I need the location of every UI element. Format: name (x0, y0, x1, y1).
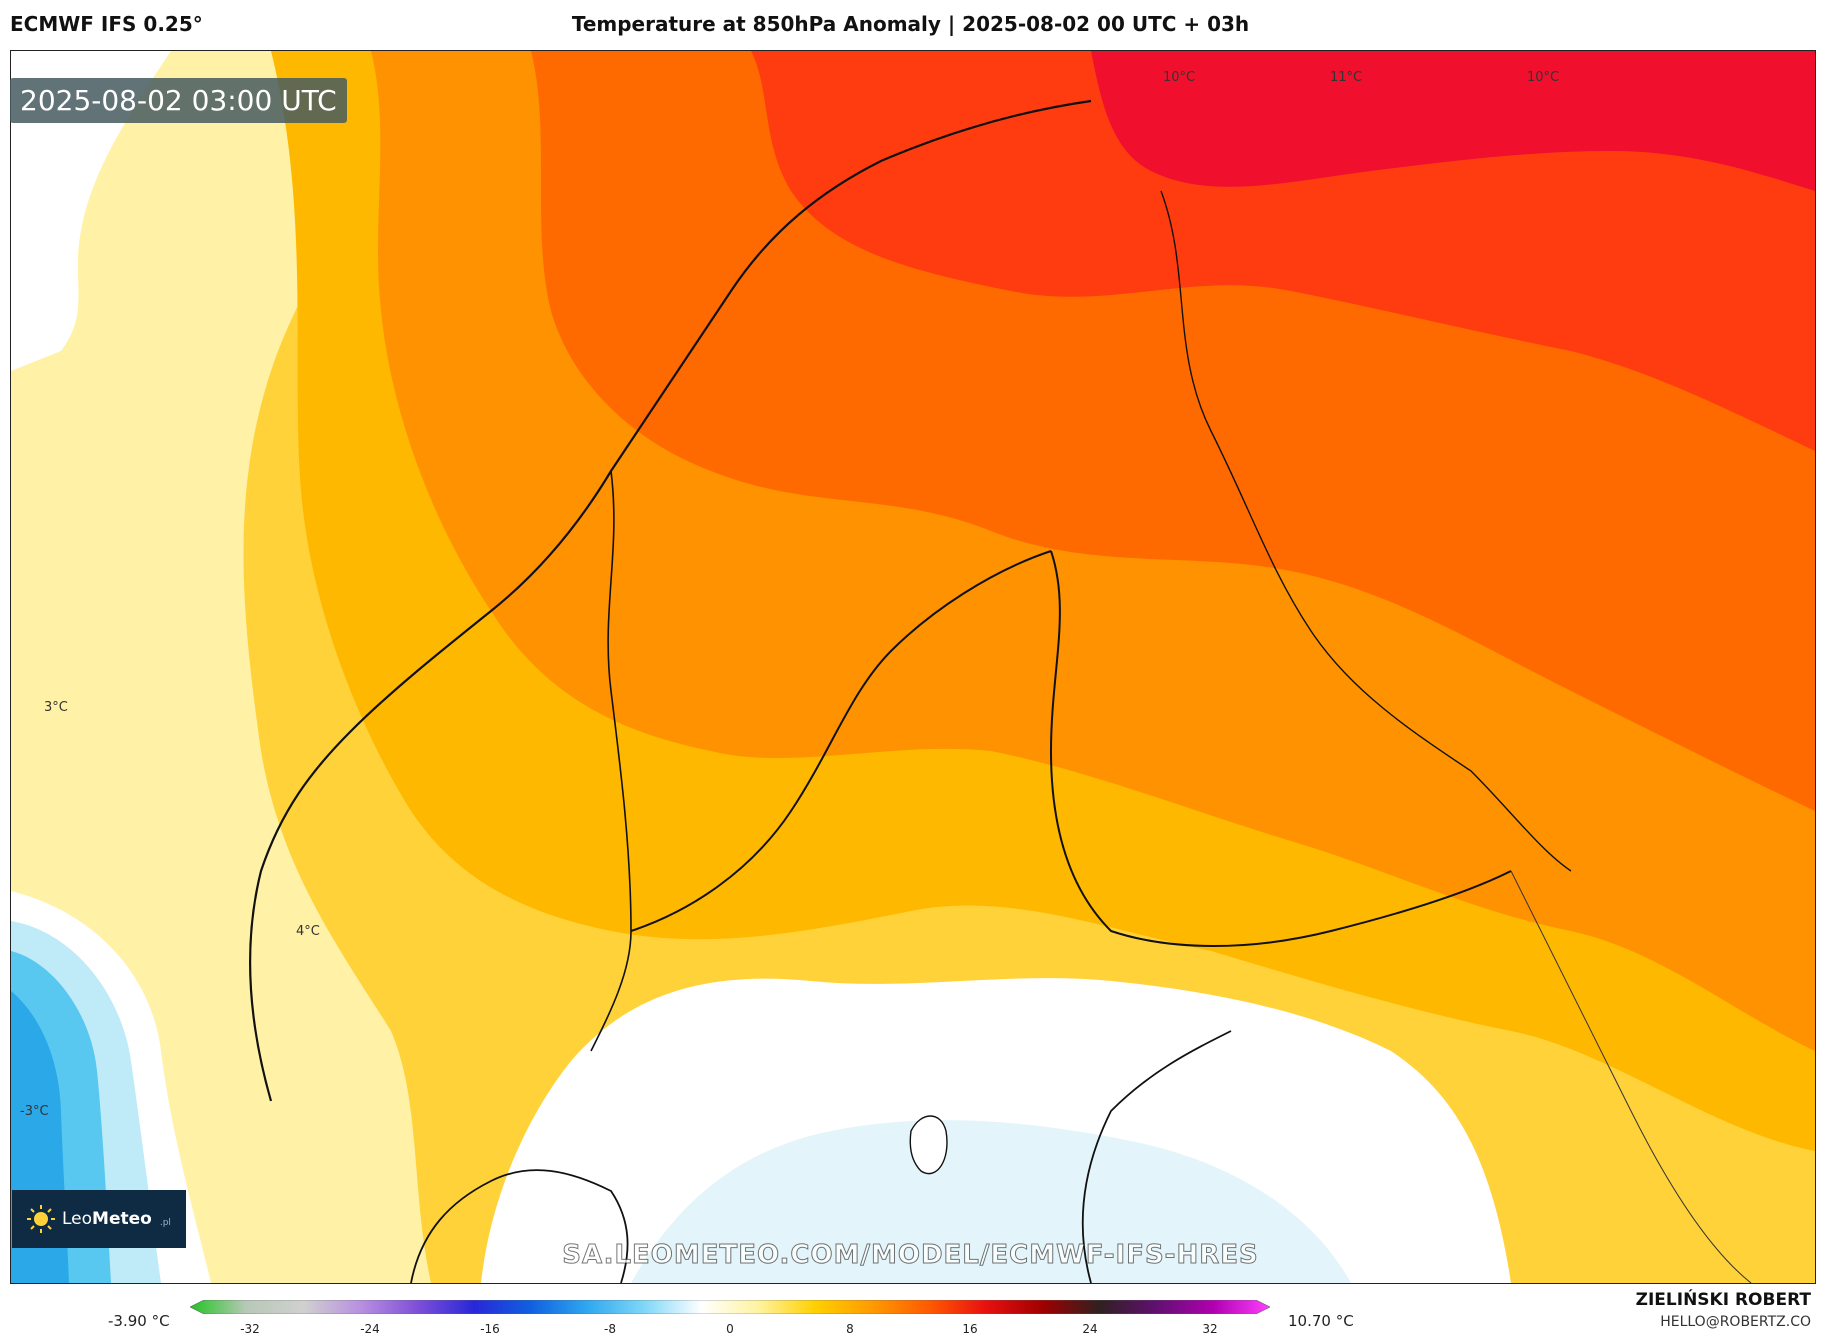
logo-name: LeoMeteo (62, 1209, 152, 1229)
russia-border-south (1510, 870, 1752, 1283)
author-name: ZIELIŃSKI ROBERT (1635, 1290, 1811, 1310)
contour-label: 11°C (1330, 70, 1363, 85)
gotland-island (909, 1115, 948, 1175)
legend-tick-label: 32 (1202, 1322, 1218, 1336)
map-field-svg (11, 51, 1815, 1283)
color-scale-bar (190, 1300, 1270, 1314)
red-core-band (1091, 51, 1815, 191)
light-blue-south (631, 1120, 1351, 1283)
legend-tick-label: 16 (962, 1322, 978, 1336)
sun-icon (27, 1205, 55, 1233)
chart-title: Temperature at 850hPa Anomaly | 2025-08-… (571, 12, 1250, 36)
denmark-coast (410, 1169, 629, 1283)
bothnia-west-coast (630, 550, 1052, 932)
legend-tick-label: 0 (726, 1322, 734, 1336)
model-title: ECMWF IFS 0.25° (10, 12, 203, 36)
contour-label: 3°C (44, 700, 68, 715)
source-url-watermark: SA.LEOMETEO.COM/MODEL/ECMWF-IFS-HRES (562, 1240, 1259, 1271)
legend-tick-label: -32 (240, 1322, 260, 1336)
legend-tick-label: 24 (1082, 1322, 1098, 1336)
leometeo-logo[interactable]: LeoMeteo .pl (12, 1190, 186, 1248)
valid-time-badge: 2025-08-02 03:00 UTC (10, 78, 347, 123)
white-band-west (11, 51, 171, 371)
anomaly-map[interactable] (10, 50, 1816, 1284)
legend-max-value: 10.70 °C (1288, 1312, 1354, 1330)
sweden-border (590, 470, 632, 1052)
logo-suffix: .pl (159, 1218, 171, 1228)
bothnia-east-coast (1049, 550, 1512, 947)
legend-tick-label: 8 (846, 1322, 854, 1336)
legend-tick-label: -8 (604, 1322, 616, 1336)
norway-coastline (249, 99, 1092, 1102)
author-email: HELLO@ROBERTZ.CO (1660, 1314, 1811, 1330)
legend-tick-label: -24 (360, 1322, 380, 1336)
baltic-east-coast (1081, 1030, 1232, 1283)
contour-label: 10°C (1527, 70, 1560, 85)
legend-min-value: -3.90 °C (108, 1312, 170, 1330)
contour-label: -3°C (20, 1104, 49, 1119)
legend-tick-label: -16 (480, 1322, 500, 1336)
contour-label: 10°C (1163, 70, 1196, 85)
finland-russia-border (1160, 190, 1572, 872)
contour-label: 4°C (296, 924, 320, 939)
